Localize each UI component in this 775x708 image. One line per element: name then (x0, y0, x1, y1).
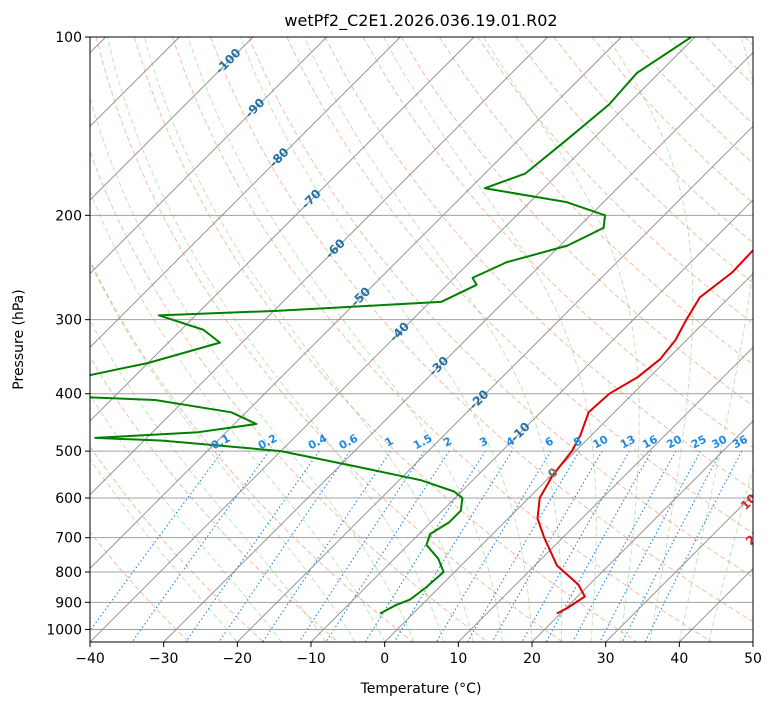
moist-adiabat-line (90, 189, 386, 642)
x-tick-label: 50 (744, 651, 762, 667)
moist-adiabat-line (607, 37, 694, 642)
sounding-profiles (90, 37, 753, 615)
x-tick-label: −20 (223, 651, 253, 667)
isotherm-line (90, 37, 475, 422)
moist-adiabat-line (678, 37, 753, 642)
x-tick-label: 30 (597, 651, 615, 667)
moist-adiabat-line (106, 37, 445, 642)
chart-title: wetPf2_C2E1.2026.036.19.01.R02 (284, 11, 557, 31)
mixing-ratio-label: 16 (640, 433, 660, 452)
isotherm-line (90, 37, 622, 569)
moist-adiabat-line (90, 394, 282, 642)
sounding-line (90, 37, 692, 615)
y-axis-label: Pressure (hPa) (11, 289, 27, 389)
plot-frame (89, 36, 754, 643)
mixing-ratio-label: 36 (730, 433, 750, 452)
isotherm-line (90, 37, 548, 496)
dry-adiabat-line (90, 531, 190, 642)
mixing-ratio-label: 30 (710, 433, 730, 452)
x-tick-label: 0 (380, 651, 389, 667)
dry-adiabat-line (324, 37, 753, 491)
mixing-ratio-label: 20 (664, 433, 684, 452)
y-tick-label: 500 (55, 444, 82, 460)
moist-adiabat-line (239, 37, 533, 642)
mixing-ratio-label: 13 (618, 433, 638, 452)
moist-adiabat-line (90, 458, 238, 642)
y-tick-label: 300 (55, 313, 82, 329)
isotherm-line (458, 346, 753, 642)
dry-adiabat-line (90, 259, 414, 642)
moist-adiabat-line (383, 37, 597, 642)
isotherm-line (531, 420, 753, 642)
y-tick-label: 600 (55, 491, 82, 507)
isotherm-line (90, 37, 696, 642)
y-tick-label: 200 (55, 208, 82, 224)
y-tick-label: 100 (55, 30, 82, 46)
dry-adiabat-line (95, 37, 564, 642)
isotherm-line (384, 273, 753, 642)
x-tick-label: 10 (449, 651, 467, 667)
y-tick-label: 700 (55, 531, 82, 547)
isotherm-line (90, 37, 327, 275)
y-tick-label: 800 (55, 565, 82, 581)
mixing-ratio-label: 10 (591, 433, 611, 452)
plot-area: 0.1 0.2 0.4 0.6 1 1.5 2 3 4 6 8 10 13 16 20 25 30 36-100-… (90, 37, 772, 642)
moist-adiabat-line (303, 37, 563, 642)
adiabat-label: 30 (750, 556, 772, 578)
y-tick-label: 400 (55, 387, 82, 403)
x-tick-label: −10 (296, 651, 326, 667)
moist-adiabat-line (708, 466, 753, 642)
sounding-line (536, 248, 753, 615)
x-axis-label: Temperature (°C) (360, 681, 482, 697)
isotherm-line (605, 494, 753, 642)
moist-adiabat-line (187, 37, 504, 642)
moist-adiabat-line (90, 319, 327, 642)
x-tick-label: −40 (75, 651, 105, 667)
mixing-ratio-label: 25 (689, 433, 709, 452)
moist-adiabat-line (482, 37, 640, 642)
isotherm-line (90, 37, 254, 201)
moist-adiabat-line (143, 37, 474, 642)
isobar-grid (90, 37, 753, 630)
x-tick-label: 20 (523, 651, 541, 667)
x-tick-label: −30 (149, 651, 179, 667)
adiabat-label: 20 (743, 526, 765, 548)
moist-adiabat-line (90, 260, 356, 642)
dry-adiabat-line (362, 37, 753, 449)
y-tick-label: 1000 (46, 622, 82, 638)
isotherm-line (163, 52, 753, 642)
isotherm-grid (90, 37, 753, 642)
dry-adiabat-line (400, 37, 753, 407)
y-tick-label: 900 (55, 595, 82, 611)
moist-adiabats (90, 37, 753, 642)
isotherm-line (237, 125, 753, 642)
isotherm-line (90, 37, 401, 348)
x-tick-label: 40 (670, 651, 688, 667)
isotherm-line (310, 199, 753, 642)
dry-adiabat-line (439, 37, 753, 365)
